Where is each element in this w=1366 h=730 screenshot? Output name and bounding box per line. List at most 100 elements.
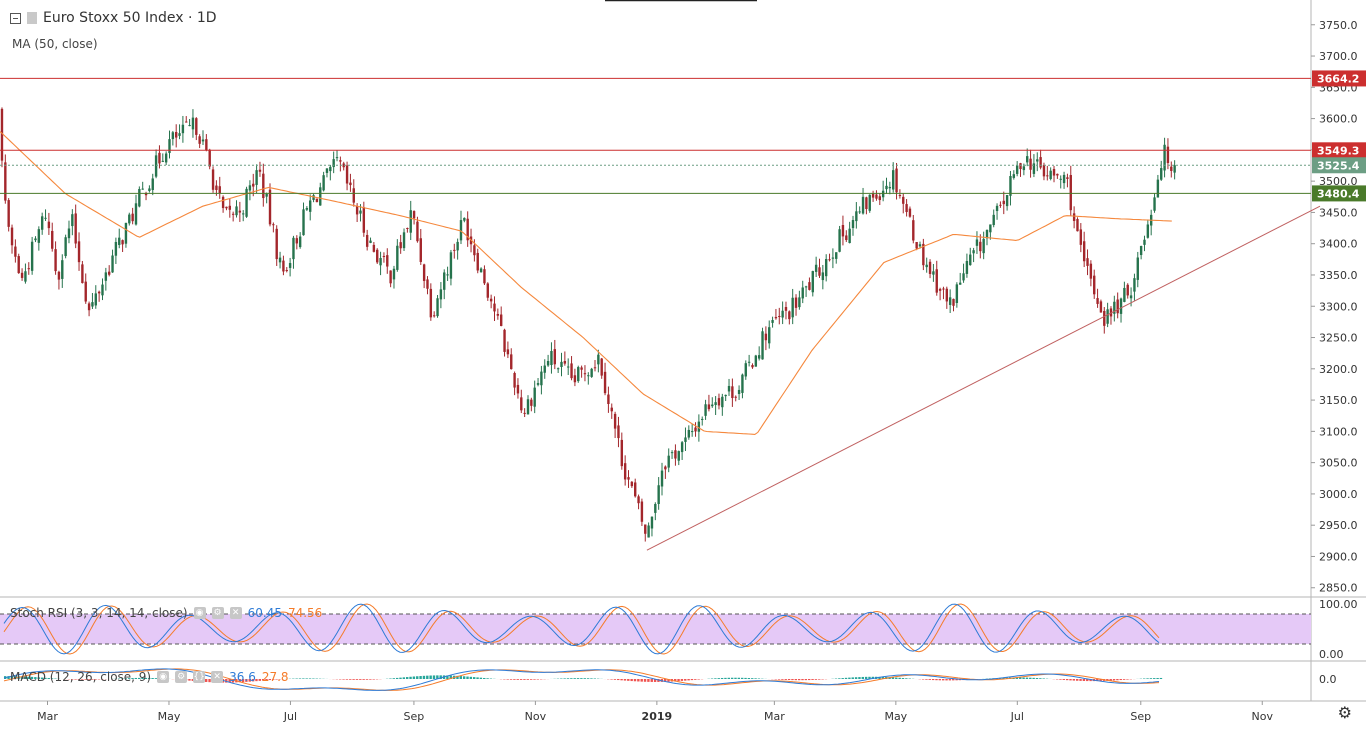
candle-body <box>269 190 271 225</box>
candle <box>510 348 512 369</box>
candle-body <box>292 238 294 259</box>
candle <box>862 188 864 215</box>
macd-histogram-bar <box>587 678 589 679</box>
candle <box>399 235 401 254</box>
candle <box>1110 306 1112 325</box>
candle <box>748 355 750 367</box>
eye-icon[interactable]: ◉ <box>157 671 169 683</box>
candle-body <box>805 286 807 287</box>
macd-histogram-bar <box>818 679 820 680</box>
macd-histogram-bar <box>741 678 743 679</box>
candle <box>379 252 381 275</box>
candle-body <box>346 165 348 183</box>
candle-body <box>232 214 234 215</box>
macd-histogram-bar <box>366 679 368 680</box>
candle-body <box>631 482 633 486</box>
candle-body <box>721 397 723 407</box>
candle-body <box>946 289 948 302</box>
macd-histogram-bar <box>594 678 596 679</box>
macd-histogram-bar <box>634 679 636 681</box>
candle <box>466 211 468 247</box>
candle-body <box>148 188 150 191</box>
candle <box>979 234 981 258</box>
macd-histogram-bar <box>419 676 421 679</box>
candle <box>540 366 542 394</box>
stoch-d-value: 74.56 <box>288 606 322 620</box>
candle <box>88 302 90 317</box>
candle <box>477 249 479 273</box>
candle-body <box>915 242 917 249</box>
candle <box>832 248 834 268</box>
candle-body <box>795 298 797 308</box>
candle <box>621 433 623 470</box>
candle-body <box>607 395 609 404</box>
settings-icon[interactable]: ⚙ <box>175 671 187 683</box>
candle <box>513 371 515 395</box>
candle-body <box>1029 159 1031 170</box>
candle <box>91 293 93 309</box>
candle-body <box>255 170 257 185</box>
candle <box>182 116 184 143</box>
macd-histogram-bar <box>681 679 683 681</box>
candle <box>7 198 9 231</box>
candle-body <box>373 245 375 252</box>
settings-icon[interactable]: ⚙ <box>212 607 224 619</box>
candle <box>691 424 693 437</box>
candle-body <box>322 175 324 190</box>
close-icon[interactable]: ✕ <box>211 671 223 683</box>
candle <box>1093 270 1095 299</box>
candle-body <box>225 207 227 209</box>
candle <box>316 199 318 203</box>
macd-histogram-bar <box>815 679 817 680</box>
candle <box>1009 171 1011 205</box>
candle-body <box>507 349 509 354</box>
candle <box>426 276 428 294</box>
candle <box>681 441 683 460</box>
signal-value: 27.8 <box>262 670 289 684</box>
stoch-rsi-label[interactable]: Stoch RSI (3, 3, 14, 14, close) <box>10 606 188 620</box>
candle <box>430 283 432 321</box>
candle <box>537 378 539 386</box>
candle <box>185 116 187 123</box>
source-code-icon[interactable]: {} <box>193 671 205 683</box>
candle <box>339 157 341 172</box>
collapse-icon[interactable] <box>10 13 21 24</box>
candle <box>879 193 881 205</box>
candle <box>1086 249 1088 275</box>
chart-settings-gear-icon[interactable]: ⚙ <box>1338 703 1352 722</box>
candle <box>219 177 221 199</box>
candle-body <box>440 289 442 299</box>
flag-icon[interactable] <box>27 12 37 24</box>
candle <box>1163 138 1165 178</box>
candle <box>1066 174 1068 188</box>
candle-body <box>141 189 143 190</box>
symbol-title[interactable]: Euro Stoxx 50 Index · 1D <box>43 10 217 26</box>
candle-body <box>18 256 20 273</box>
candle-body <box>621 440 623 466</box>
candle-body <box>446 274 448 275</box>
candle-body <box>229 206 231 210</box>
macd-histogram-bar <box>1029 678 1031 679</box>
candle <box>58 271 60 290</box>
close-icon[interactable]: ✕ <box>230 607 242 619</box>
candle <box>614 412 616 438</box>
candle-body <box>1036 159 1038 161</box>
candle-body <box>949 297 951 305</box>
eye-icon[interactable]: ◉ <box>194 607 206 619</box>
candle-body <box>219 186 221 193</box>
candle-body <box>152 178 154 190</box>
macd-histogram-bar <box>942 679 944 680</box>
candle-body <box>188 125 190 126</box>
macd-histogram-bar <box>1066 679 1068 680</box>
price-tick-label: 3100.0 <box>1319 425 1358 438</box>
candle-body <box>101 285 103 296</box>
ma-legend[interactable]: MA (50, close) <box>12 37 98 51</box>
candle <box>798 291 800 310</box>
macd-label[interactable]: MACD (12, 26, close, 9) <box>10 670 151 684</box>
macd-histogram-bar <box>805 679 807 680</box>
candle <box>587 372 589 384</box>
candle <box>785 302 787 320</box>
macd-histogram-bar <box>929 679 931 680</box>
candle-body <box>584 373 586 374</box>
candle <box>949 289 951 313</box>
